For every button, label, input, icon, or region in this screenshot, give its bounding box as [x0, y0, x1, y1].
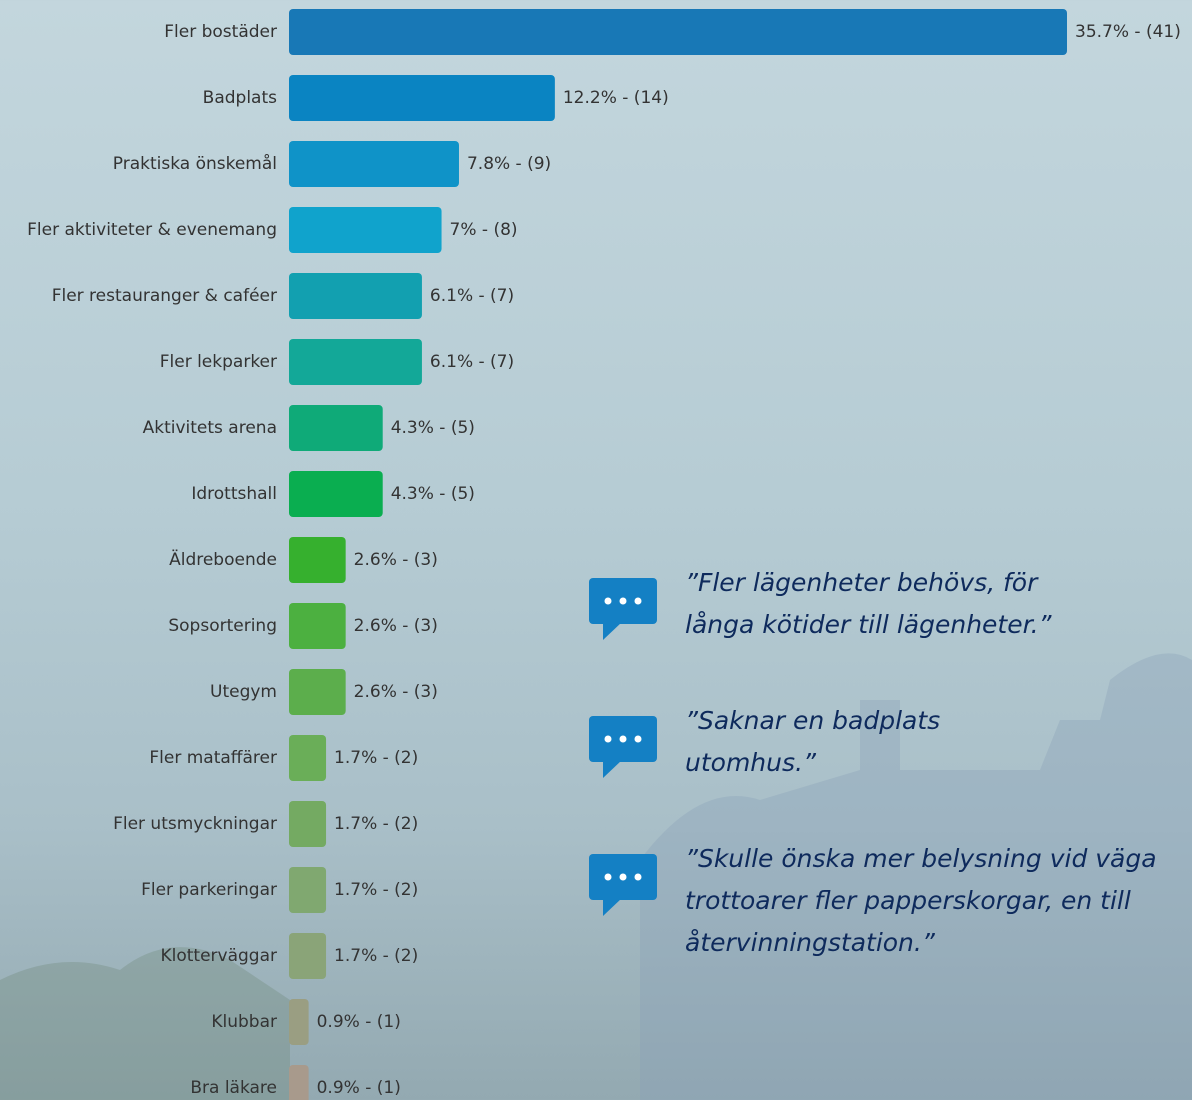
value-label: 0.9% - (1) [317, 1078, 401, 1098]
category-label: Idrottshall [191, 484, 277, 504]
category-label: Klotterväggar [160, 946, 277, 966]
category-label: Aktivitets arena [143, 418, 277, 438]
category-label: Bra läkare [190, 1078, 277, 1098]
category-label: Fler restauranger & caféer [52, 286, 277, 306]
bar [289, 9, 1067, 55]
bar [289, 471, 383, 517]
value-label: 35.7% - (41) [1075, 22, 1181, 42]
quote-line: ”Saknar en badplats [685, 706, 940, 735]
value-label: 7% - (8) [450, 220, 518, 240]
bar [289, 735, 326, 781]
category-label: Fler mataffärer [149, 748, 277, 768]
quote-line: ”Skulle önska mer belysning vid väga [685, 844, 1157, 873]
bar [289, 405, 383, 451]
value-label: 2.6% - (3) [354, 550, 438, 570]
bar [289, 867, 326, 913]
bar [289, 273, 422, 319]
bar [289, 75, 555, 121]
value-label: 2.6% - (3) [354, 682, 438, 702]
value-label: 12.2% - (14) [563, 88, 669, 108]
category-label: Fler bostäder [164, 22, 277, 42]
value-label: 1.7% - (2) [334, 946, 418, 966]
bar [289, 933, 326, 979]
value-label: 4.3% - (5) [391, 418, 475, 438]
value-label: 6.1% - (7) [430, 352, 514, 372]
category-label: Praktiska önskemål [113, 153, 277, 174]
value-label: 0.9% - (1) [317, 1012, 401, 1032]
value-label: 4.3% - (5) [391, 484, 475, 504]
bar [289, 207, 442, 253]
bar [289, 603, 346, 649]
bar [289, 669, 346, 715]
quote-line: ”Fler lägenheter behövs, för [685, 568, 1039, 597]
category-label: Äldreboende [169, 549, 277, 570]
value-label: 1.7% - (2) [334, 814, 418, 834]
quote-line: långa kötider till lägenheter.” [685, 610, 1053, 639]
quote-line: trottoarer fler papperskorgar, en till [685, 886, 1131, 915]
category-label: Badplats [203, 88, 277, 108]
bar [289, 339, 422, 385]
comment-icon [589, 578, 657, 640]
category-label: Klubbar [211, 1012, 277, 1032]
bar [289, 1065, 309, 1100]
value-label: 2.6% - (3) [354, 616, 438, 636]
category-label: Sopsortering [168, 616, 277, 636]
value-label: 1.7% - (2) [334, 748, 418, 768]
category-label: Fler parkeringar [141, 880, 277, 900]
page: Fler bostäder 35.7% - (41) Badplats 12.2% -… [0, 0, 1192, 1100]
comment-icon [589, 716, 657, 778]
quote-line: återvinningstation.” [685, 928, 936, 957]
category-label: Fler lekparker [160, 352, 277, 372]
value-label: 1.7% - (2) [334, 880, 418, 900]
bar [289, 999, 309, 1045]
category-label: Fler aktiviteter & evenemang [27, 220, 277, 240]
value-label: 7.8% - (9) [467, 154, 551, 174]
chart: Fler bostäder 35.7% - (41) Badplats 12.2% -… [0, 0, 1192, 1100]
bar [289, 537, 346, 583]
value-label: 6.1% - (7) [430, 286, 514, 306]
category-label: Utegym [210, 682, 277, 702]
bar [289, 801, 326, 847]
comment-icons [589, 578, 657, 916]
category-label: Fler utsmyckningar [113, 814, 277, 834]
quote-line: utomhus.” [685, 748, 817, 777]
bar [289, 141, 459, 187]
